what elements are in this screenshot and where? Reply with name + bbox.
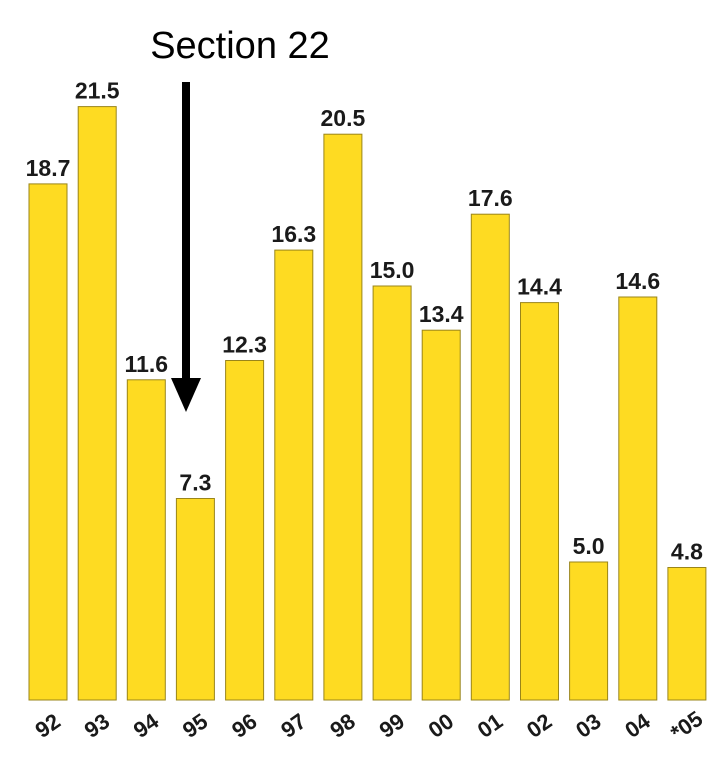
- bar-94: [126, 379, 166, 701]
- tick-label-95: 95: [178, 708, 212, 743]
- bar-99: [372, 285, 412, 701]
- bar-93: [77, 106, 117, 701]
- tick-label-02: 02: [522, 708, 556, 743]
- down-arrow-icon: [171, 82, 201, 412]
- value-label-92: 18.7: [26, 155, 71, 181]
- bar-92: [28, 183, 68, 701]
- bars-layer: [28, 106, 707, 701]
- bar-01: [470, 213, 510, 701]
- value-label-96: 12.3: [222, 332, 267, 358]
- value-label-94: 11.6: [125, 351, 169, 377]
- value-label-01: 17.6: [468, 185, 513, 211]
- value-label-00: 13.4: [419, 301, 464, 327]
- value-label-98: 20.5: [321, 105, 366, 131]
- value-label-95: 7.3: [179, 470, 211, 496]
- bar-98: [323, 133, 363, 701]
- value-label-02: 14.4: [517, 274, 562, 300]
- value-label-97: 16.3: [271, 221, 316, 247]
- tick-label-99: 99: [375, 708, 409, 743]
- value-label-04: 14.6: [615, 268, 660, 294]
- bar-00: [421, 329, 461, 701]
- tick-label-94: 94: [129, 708, 164, 743]
- bar-97: [274, 249, 314, 701]
- annotation-layer: Section 22: [150, 25, 330, 412]
- value-labels-layer: 18.7 21.5 11.6 7.3 12.3 16.3 20.5 15.013.4 17.6 1…: [26, 78, 703, 565]
- tick-label-01: 01: [473, 708, 507, 743]
- tick-label-03: 03: [571, 708, 605, 743]
- tick-label-05: *05: [666, 706, 707, 745]
- section-22-annotation: Section 22: [150, 25, 330, 67]
- tick-label-96: 96: [227, 708, 261, 743]
- tick-label-97: 97: [276, 708, 310, 743]
- bar-95: [175, 498, 215, 701]
- tick-label-00: 00: [424, 708, 458, 743]
- bar-03: [569, 561, 609, 701]
- tick-label-04: 04: [620, 708, 655, 743]
- value-label-05: 4.8: [671, 539, 703, 565]
- bar-02: [520, 302, 559, 701]
- tick-labels-layer: 92 93 94 95 96 97 98 99 00 01 02 03 04 *05: [31, 706, 708, 745]
- value-label-93: 21.5: [75, 78, 120, 104]
- bar-96: [225, 360, 265, 701]
- value-label-99: 15.0: [370, 257, 415, 283]
- bar-05: [667, 567, 707, 701]
- tick-label-92: 92: [31, 708, 65, 743]
- value-label-03: 5.0: [573, 533, 605, 559]
- bar-04: [618, 296, 658, 701]
- tick-label-93: 93: [80, 708, 114, 743]
- tick-label-98: 98: [325, 708, 359, 743]
